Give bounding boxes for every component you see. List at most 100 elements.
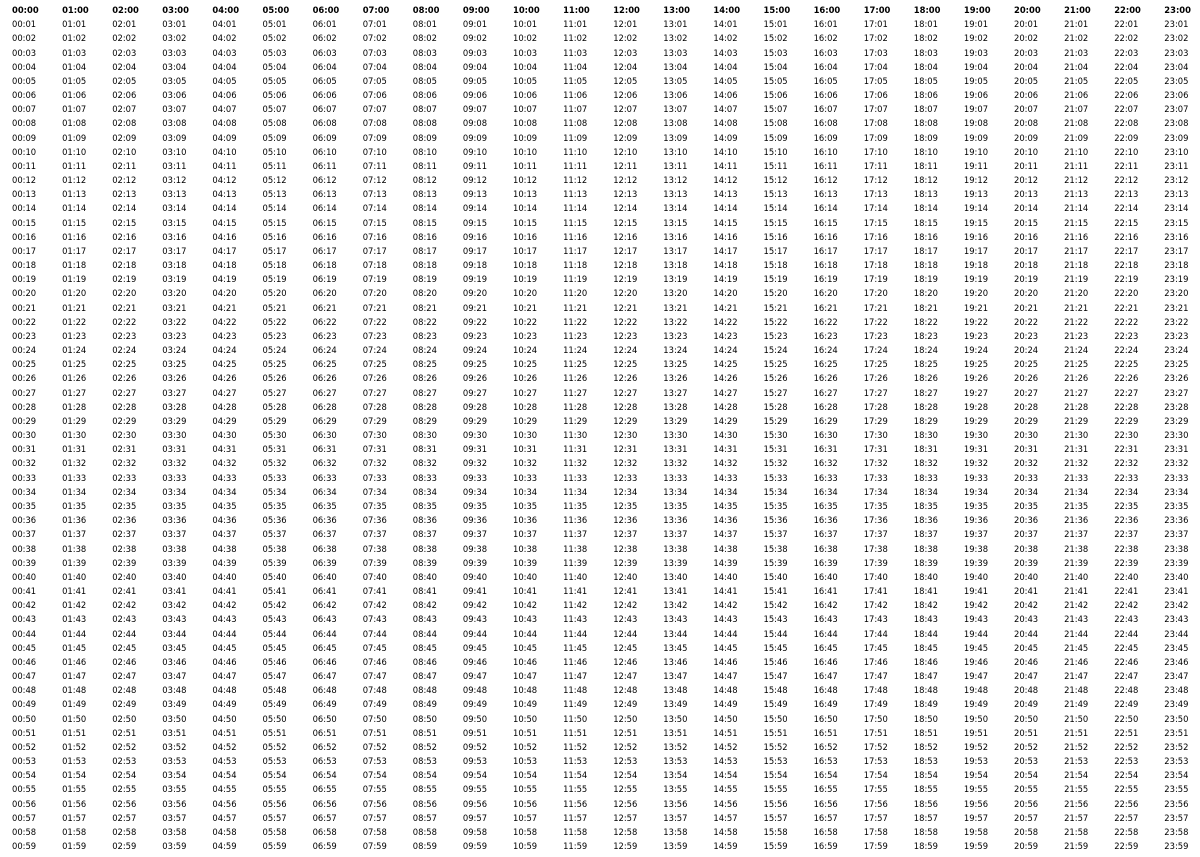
time-cell: 13:34 xyxy=(663,486,688,497)
time-cell: 13:02 xyxy=(663,33,688,44)
time-cell: 21:09 xyxy=(1064,132,1089,143)
time-cell: 14:38 xyxy=(713,543,738,554)
time-cell: 07:10 xyxy=(362,146,387,157)
time-cell: 23:57 xyxy=(1164,812,1189,823)
time-cell: 22:16 xyxy=(1114,231,1139,242)
time-cell: 13:01 xyxy=(663,19,688,30)
time-cell: 16:03 xyxy=(813,47,838,58)
time-cell: 21:05 xyxy=(1064,75,1089,86)
time-cell: 10:19 xyxy=(513,274,538,285)
time-cell: 21:04 xyxy=(1064,61,1089,72)
time-cell: 22:54 xyxy=(1114,770,1139,781)
time-cell: 06:14 xyxy=(312,203,337,214)
time-cell: 20:38 xyxy=(1014,543,1039,554)
time-cell: 19:34 xyxy=(963,486,989,497)
time-cell: 01:02 xyxy=(62,33,87,44)
time-cell: 08:02 xyxy=(412,33,437,44)
time-cell: 07:43 xyxy=(362,614,387,625)
time-cell: 12:33 xyxy=(613,472,638,483)
time-cell: 19:55 xyxy=(963,784,989,795)
time-cell: 20:35 xyxy=(1014,500,1039,511)
time-cell: 08:45 xyxy=(412,642,437,653)
time-cell: 01:41 xyxy=(62,586,87,596)
time-cell: 01:39 xyxy=(62,557,87,568)
time-cell: 22:46 xyxy=(1114,656,1139,667)
time-cell: 14:11 xyxy=(713,160,738,171)
time-cell: 07:06 xyxy=(362,90,387,100)
column-header: 13:00 xyxy=(663,5,690,15)
time-cell: 16:33 xyxy=(813,472,838,483)
time-cell: 05:33 xyxy=(262,472,287,483)
time-cell: 08:31 xyxy=(412,444,437,455)
time-cell: 19:16 xyxy=(963,231,989,242)
time-cell: 04:43 xyxy=(212,614,237,625)
time-cell: 21:52 xyxy=(1064,741,1089,752)
time-cell: 09:44 xyxy=(462,628,488,639)
time-cell: 04:03 xyxy=(212,47,237,58)
time-cell: 07:08 xyxy=(362,118,387,129)
time-cell: 14:46 xyxy=(713,656,738,667)
time-cell: 04:35 xyxy=(212,500,237,511)
time-cell: 11:49 xyxy=(563,699,588,710)
time-cell: 12:51 xyxy=(613,727,638,738)
time-cell: 15:17 xyxy=(763,245,788,256)
time-cell: 19:06 xyxy=(963,90,989,100)
time-cell: 00:03 xyxy=(12,47,37,58)
time-cell: 11:40 xyxy=(563,571,588,582)
time-cell: 21:26 xyxy=(1064,373,1089,384)
time-cell: 16:08 xyxy=(813,118,838,129)
time-cell: 00:57 xyxy=(12,812,37,823)
time-cell: 07:15 xyxy=(362,217,387,228)
time-cell: 23:23 xyxy=(1164,330,1189,341)
time-cell: 07:56 xyxy=(362,798,387,809)
time-cell: 09:12 xyxy=(462,175,488,185)
time-cell: 12:43 xyxy=(613,614,638,625)
time-cell: 07:21 xyxy=(362,302,387,313)
time-cell: 00:09 xyxy=(12,132,37,143)
time-cell: 08:53 xyxy=(412,756,437,766)
time-cell: 20:47 xyxy=(1014,671,1039,681)
time-cell: 13:20 xyxy=(663,288,688,299)
time-cell: 22:17 xyxy=(1114,245,1139,256)
time-cell: 02:40 xyxy=(112,571,137,582)
time-cell: 05:57 xyxy=(262,812,287,823)
time-cell: 05:07 xyxy=(262,104,287,115)
time-cell: 09:24 xyxy=(462,345,488,356)
time-cell: 07:58 xyxy=(362,826,387,837)
time-cell: 00:14 xyxy=(12,203,37,214)
time-cell: 12:48 xyxy=(613,685,638,696)
time-cell: 14:24 xyxy=(713,345,738,356)
time-cell: 22:42 xyxy=(1114,600,1139,611)
time-cell: 18:39 xyxy=(913,557,938,568)
time-cell: 02:23 xyxy=(112,330,137,341)
time-cell: 08:09 xyxy=(412,132,437,143)
time-cell: 08:56 xyxy=(412,798,437,809)
time-cell: 08:23 xyxy=(412,330,437,341)
time-cell: 14:31 xyxy=(713,444,738,455)
time-cell: 21:35 xyxy=(1064,500,1089,511)
time-cell: 23:22 xyxy=(1164,316,1189,327)
time-cell: 20:01 xyxy=(1014,19,1039,30)
time-cell: 10:23 xyxy=(513,330,538,341)
time-cell: 00:40 xyxy=(12,571,37,582)
time-cell: 12:59 xyxy=(613,841,638,851)
time-cell: 15:47 xyxy=(763,671,788,681)
time-cell: 06:26 xyxy=(312,373,337,384)
time-cell: 07:09 xyxy=(362,132,387,143)
time-cell: 02:01 xyxy=(112,19,137,30)
time-cell: 00:35 xyxy=(12,500,37,511)
time-cell: 11:01 xyxy=(563,19,588,30)
time-cell: 17:22 xyxy=(863,316,888,327)
time-cell: 01:27 xyxy=(62,387,87,398)
time-cell: 09:28 xyxy=(462,401,488,412)
time-cell: 05:05 xyxy=(262,75,287,86)
time-cell: 15:36 xyxy=(763,515,788,526)
time-cell: 05:09 xyxy=(262,132,287,143)
time-cell: 01:10 xyxy=(62,146,87,157)
time-cell: 03:08 xyxy=(162,118,187,129)
time-cell: 07:49 xyxy=(362,699,387,710)
time-cell: 17:39 xyxy=(863,557,888,568)
time-cell: 03:43 xyxy=(162,614,187,625)
time-cell: 03:37 xyxy=(162,529,187,540)
time-cell: 18:02 xyxy=(913,33,938,44)
